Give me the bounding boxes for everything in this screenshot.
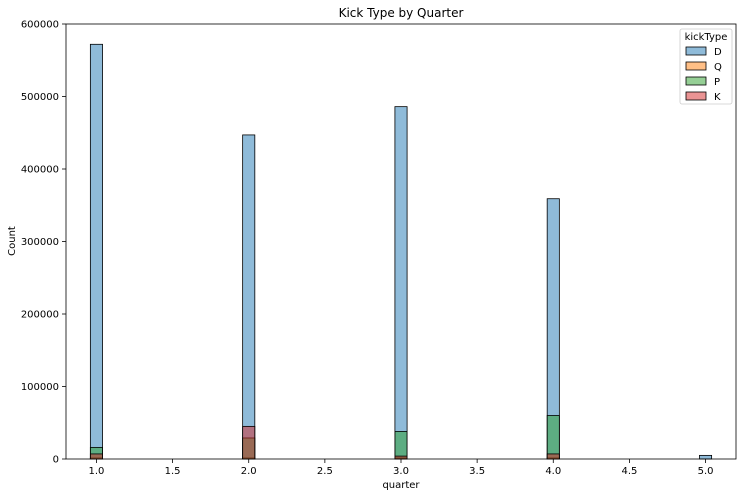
legend-label-Q: Q [714,62,722,73]
bar-K-q3 [394,455,408,460]
x-tick-label: 4.5 [621,466,637,477]
bar-D-q1 [89,43,103,460]
bar-D-q3 [394,106,408,460]
y-tick-label: 500000 [21,92,59,103]
bar-K-q4 [546,453,560,460]
x-tick-label: 3.0 [393,466,409,477]
bars-group [89,43,713,460]
bar-K-q1 [89,453,103,460]
bar-D-q2 [242,134,256,460]
x-tick-label: 3.5 [469,466,485,477]
y-tick-label: 0 [53,455,59,466]
bar-P-q4 [546,415,560,460]
y-tick-label: 600000 [21,20,59,31]
bar-P-q3 [394,431,408,460]
legend-title: kickType [685,32,728,43]
x-tick-label: 5.0 [698,466,714,477]
legend-label-P: P [714,77,720,88]
legend-swatch-D [685,46,707,56]
chart-title: Kick Type by Quarter [339,6,464,20]
bar-D-q5 [699,454,713,460]
y-tick-label: 300000 [21,237,59,248]
x-axis: 1.0 1.5 2.0 2.5 3.0 3.5 4.0 4.5 5.0 [89,459,714,477]
x-tick-label: 2.5 [317,466,333,477]
legend-label-K: K [714,92,721,103]
x-tick-label: 4.0 [545,466,561,477]
legend-label-D: D [714,47,722,58]
legend-swatch-Q [685,61,707,71]
y-tick-label: 400000 [21,165,59,176]
y-tick-label: 200000 [21,310,59,321]
x-axis-label: quarter [382,480,420,491]
y-axis-label: Count [7,226,18,256]
legend-swatch-P [685,76,707,86]
y-tick-label: 100000 [21,382,59,393]
x-tick-label: 1.5 [165,466,181,477]
x-tick-label: 1.0 [89,466,105,477]
y-axis: 0 100000 200000 300000 400000 500000 600000 [21,20,66,466]
bar-K-q2 [242,425,256,460]
legend-swatch-K [685,91,707,101]
x-tick-label: 2.0 [241,466,257,477]
